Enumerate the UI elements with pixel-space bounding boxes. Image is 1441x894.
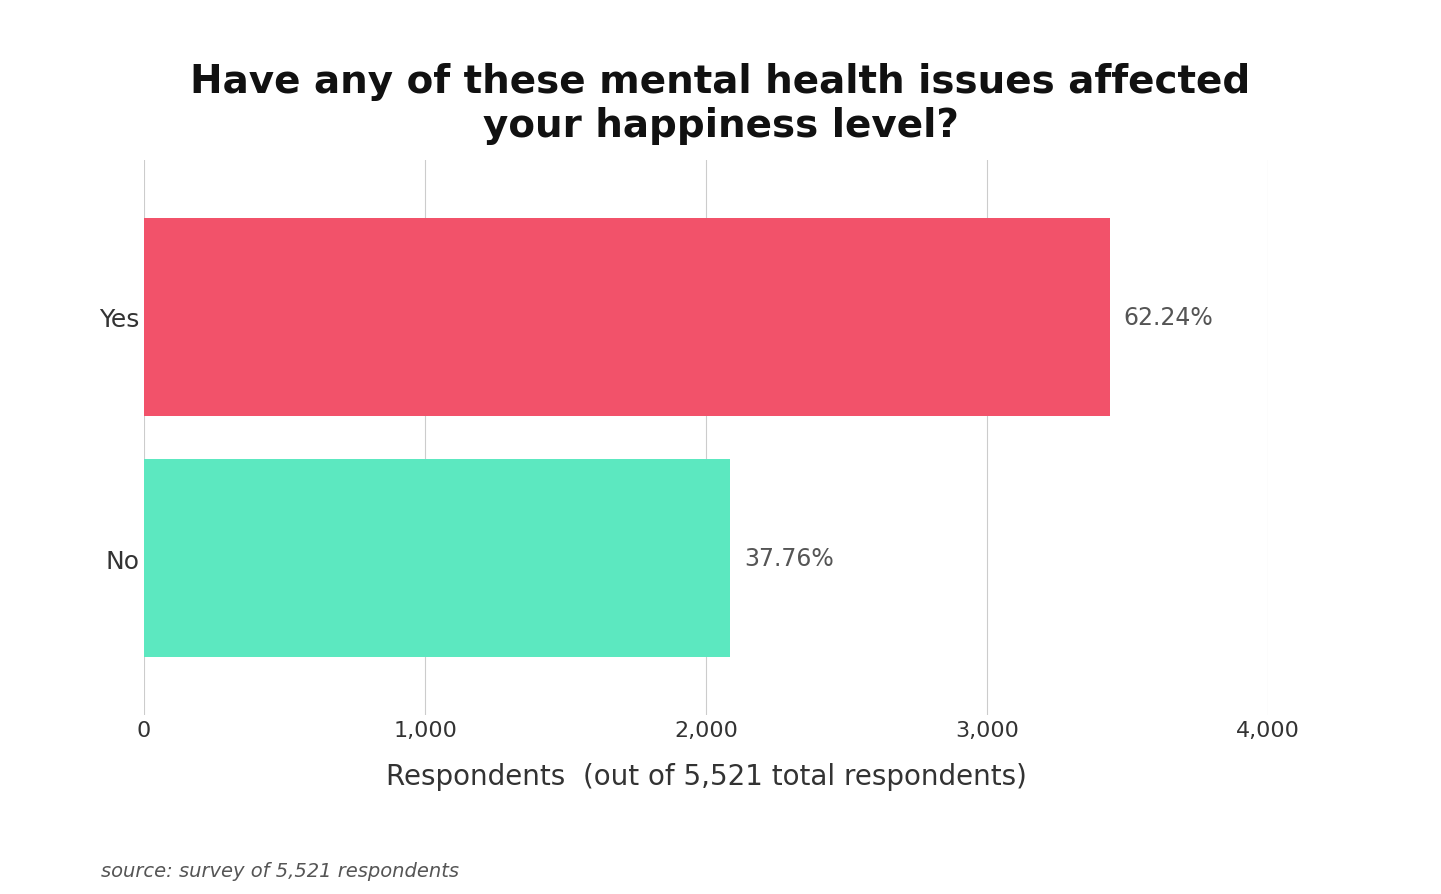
- Bar: [144, 460, 731, 657]
- Bar: [144, 219, 1110, 417]
- X-axis label: Respondents  (out of 5,521 total respondents): Respondents (out of 5,521 total responde…: [386, 763, 1026, 790]
- Text: 37.76%: 37.76%: [744, 546, 834, 570]
- Text: 62.24%: 62.24%: [1124, 306, 1213, 330]
- Text: Have any of these mental health issues affected
your happiness level?: Have any of these mental health issues a…: [190, 63, 1251, 145]
- Text: source: survey of 5,521 respondents: source: survey of 5,521 respondents: [101, 861, 458, 880]
